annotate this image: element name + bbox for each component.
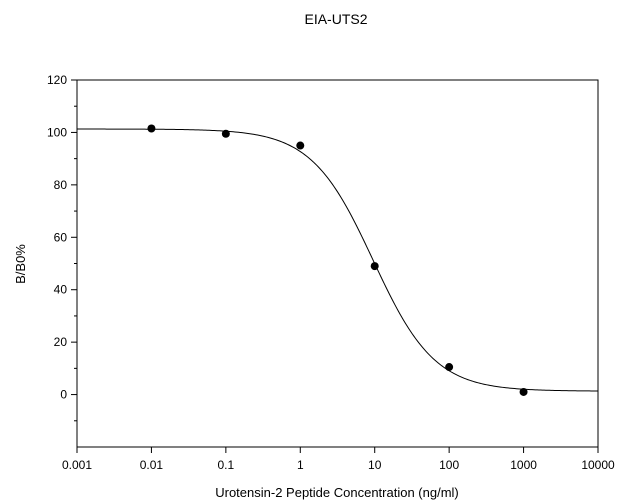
- y-tick-label: 120: [47, 73, 67, 87]
- data-point: [147, 124, 156, 133]
- x-tick-label: 0.001: [62, 458, 92, 472]
- x-tick-label: 1: [297, 458, 304, 472]
- chart-title: EIA-UTS2: [304, 11, 367, 27]
- data-point: [221, 129, 230, 138]
- x-axis-title: Urotensin-2 Peptide Concentration (ng/ml…: [215, 485, 459, 500]
- plot-frame: [76, 79, 599, 448]
- data-point: [370, 262, 379, 271]
- x-tick-label: 0.1: [218, 458, 235, 472]
- x-axis: 0.001 0.01 0.1 1 10 100 1000 10000: [62, 447, 615, 472]
- y-axis: 0 20 40 60 80 100 120: [47, 73, 77, 422]
- y-tick-label: 100: [47, 125, 67, 139]
- x-tick-label: 100: [439, 458, 459, 472]
- fit-curve: [77, 128, 599, 392]
- y-axis-title: B/B0%: [13, 244, 28, 284]
- y-tick-label: 0: [60, 388, 67, 402]
- y-tick-label: 80: [54, 178, 68, 192]
- data-points: [147, 124, 528, 396]
- x-tick-label: 1000: [510, 458, 537, 472]
- y-tick-label: 20: [54, 335, 68, 349]
- y-tick-label: 60: [54, 230, 68, 244]
- x-tick-label: 10: [368, 458, 382, 472]
- x-tick-label: 0.01: [140, 458, 164, 472]
- data-point: [519, 387, 528, 396]
- data-point: [296, 141, 305, 150]
- y-tick-label: 40: [54, 283, 68, 297]
- x-tick-label: 10000: [581, 458, 615, 472]
- data-point: [445, 363, 454, 372]
